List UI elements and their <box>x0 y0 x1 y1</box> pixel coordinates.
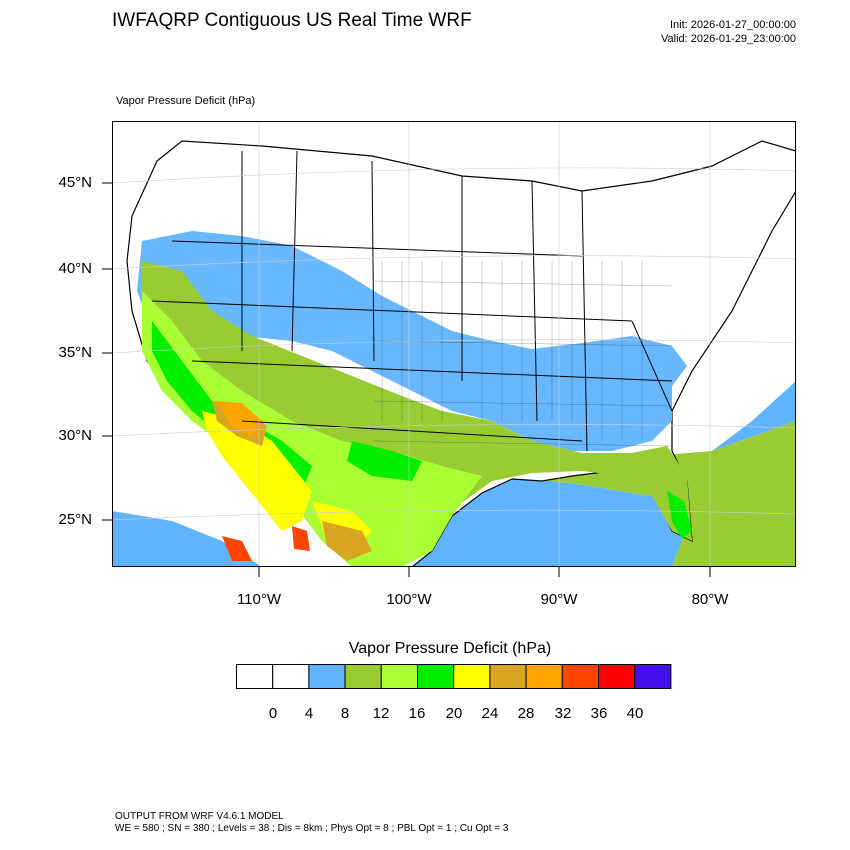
colorbar-tick-label: 20 <box>445 705 463 722</box>
vpd-yellow-region <box>202 411 312 531</box>
lat-label-45n: 45°N <box>58 174 92 191</box>
colorbar-box <box>344 664 382 689</box>
vpd-orange-region <box>217 401 262 436</box>
map-frame <box>112 121 796 567</box>
lat-label-40n: 40°N <box>58 260 92 277</box>
lat-label-30n: 30°N <box>58 427 92 444</box>
pacific-field <box>112 511 262 567</box>
vpd-redorange-region-2 <box>292 526 310 551</box>
vpd-lightgreen-region <box>142 291 482 567</box>
colorbar-box <box>272 664 310 689</box>
colorbar-tick-label: 32 <box>554 705 572 722</box>
colorbar-box <box>453 664 491 689</box>
colorbar <box>236 664 672 689</box>
state-boundaries <box>151 150 673 452</box>
colorbar-tick-label: 28 <box>517 705 535 722</box>
colorbar-tick-label: 0 <box>268 705 278 722</box>
footer-options-line: WE = 580 ; SN = 380 ; Levels = 38 ; Dis … <box>115 823 509 834</box>
colorbar-box <box>598 664 636 689</box>
colorbar-box <box>236 664 274 689</box>
valid-time: Valid: 2026-01-29_23:00:00 <box>661 33 796 45</box>
colorbar-box <box>417 664 455 689</box>
colorbar-tick-label: 8 <box>340 705 350 722</box>
colorbar-box <box>380 664 419 689</box>
colorbar-tick-label: 40 <box>626 705 644 722</box>
colorbar-title: Vapor Pressure Deficit (hPa) <box>348 640 552 657</box>
colorbar-tick-label: 24 <box>481 705 499 722</box>
lon-label-90w: 90°W <box>540 591 578 608</box>
colorbar-box <box>525 664 563 689</box>
lat-label-25n: 25°N <box>58 511 92 528</box>
colorbar-box <box>634 664 672 689</box>
vpd-tan-region-2 <box>322 521 372 561</box>
colorbar-tick-label: 16 <box>408 705 426 722</box>
colorbar-tick-label: 4 <box>304 705 314 722</box>
init-time: Init: 2026-01-27_00:00:00 <box>670 19 796 31</box>
plot-title: IWFAQRP Contiguous US Real Time WRF <box>112 10 472 31</box>
colorbar-box <box>561 664 599 689</box>
vpd-redorange-region <box>222 536 252 561</box>
vpd-green-region-2 <box>347 441 422 481</box>
lat-label-35n: 35°N <box>58 344 92 361</box>
vpd-olive-region <box>142 261 692 567</box>
variable-label: Vapor Pressure Deficit (hPa) <box>116 95 256 107</box>
florida-green <box>667 491 692 539</box>
graticule <box>112 121 796 567</box>
footer-model-line: OUTPUT FROM WRF V4.6.1 MODEL <box>115 811 284 822</box>
map-panel <box>112 121 796 567</box>
lon-label-110w: 110°W <box>236 591 282 608</box>
gulf-field <box>412 479 682 567</box>
colorbar-box <box>308 664 346 689</box>
colorbar-tick-label: 36 <box>590 705 608 722</box>
lon-label-100w: 100°W <box>386 591 432 608</box>
atlantic-field <box>712 381 796 451</box>
colorbar-box <box>489 664 527 689</box>
colorbar-tick-label: 12 <box>372 705 390 722</box>
lon-label-80w: 80°W <box>691 591 729 608</box>
